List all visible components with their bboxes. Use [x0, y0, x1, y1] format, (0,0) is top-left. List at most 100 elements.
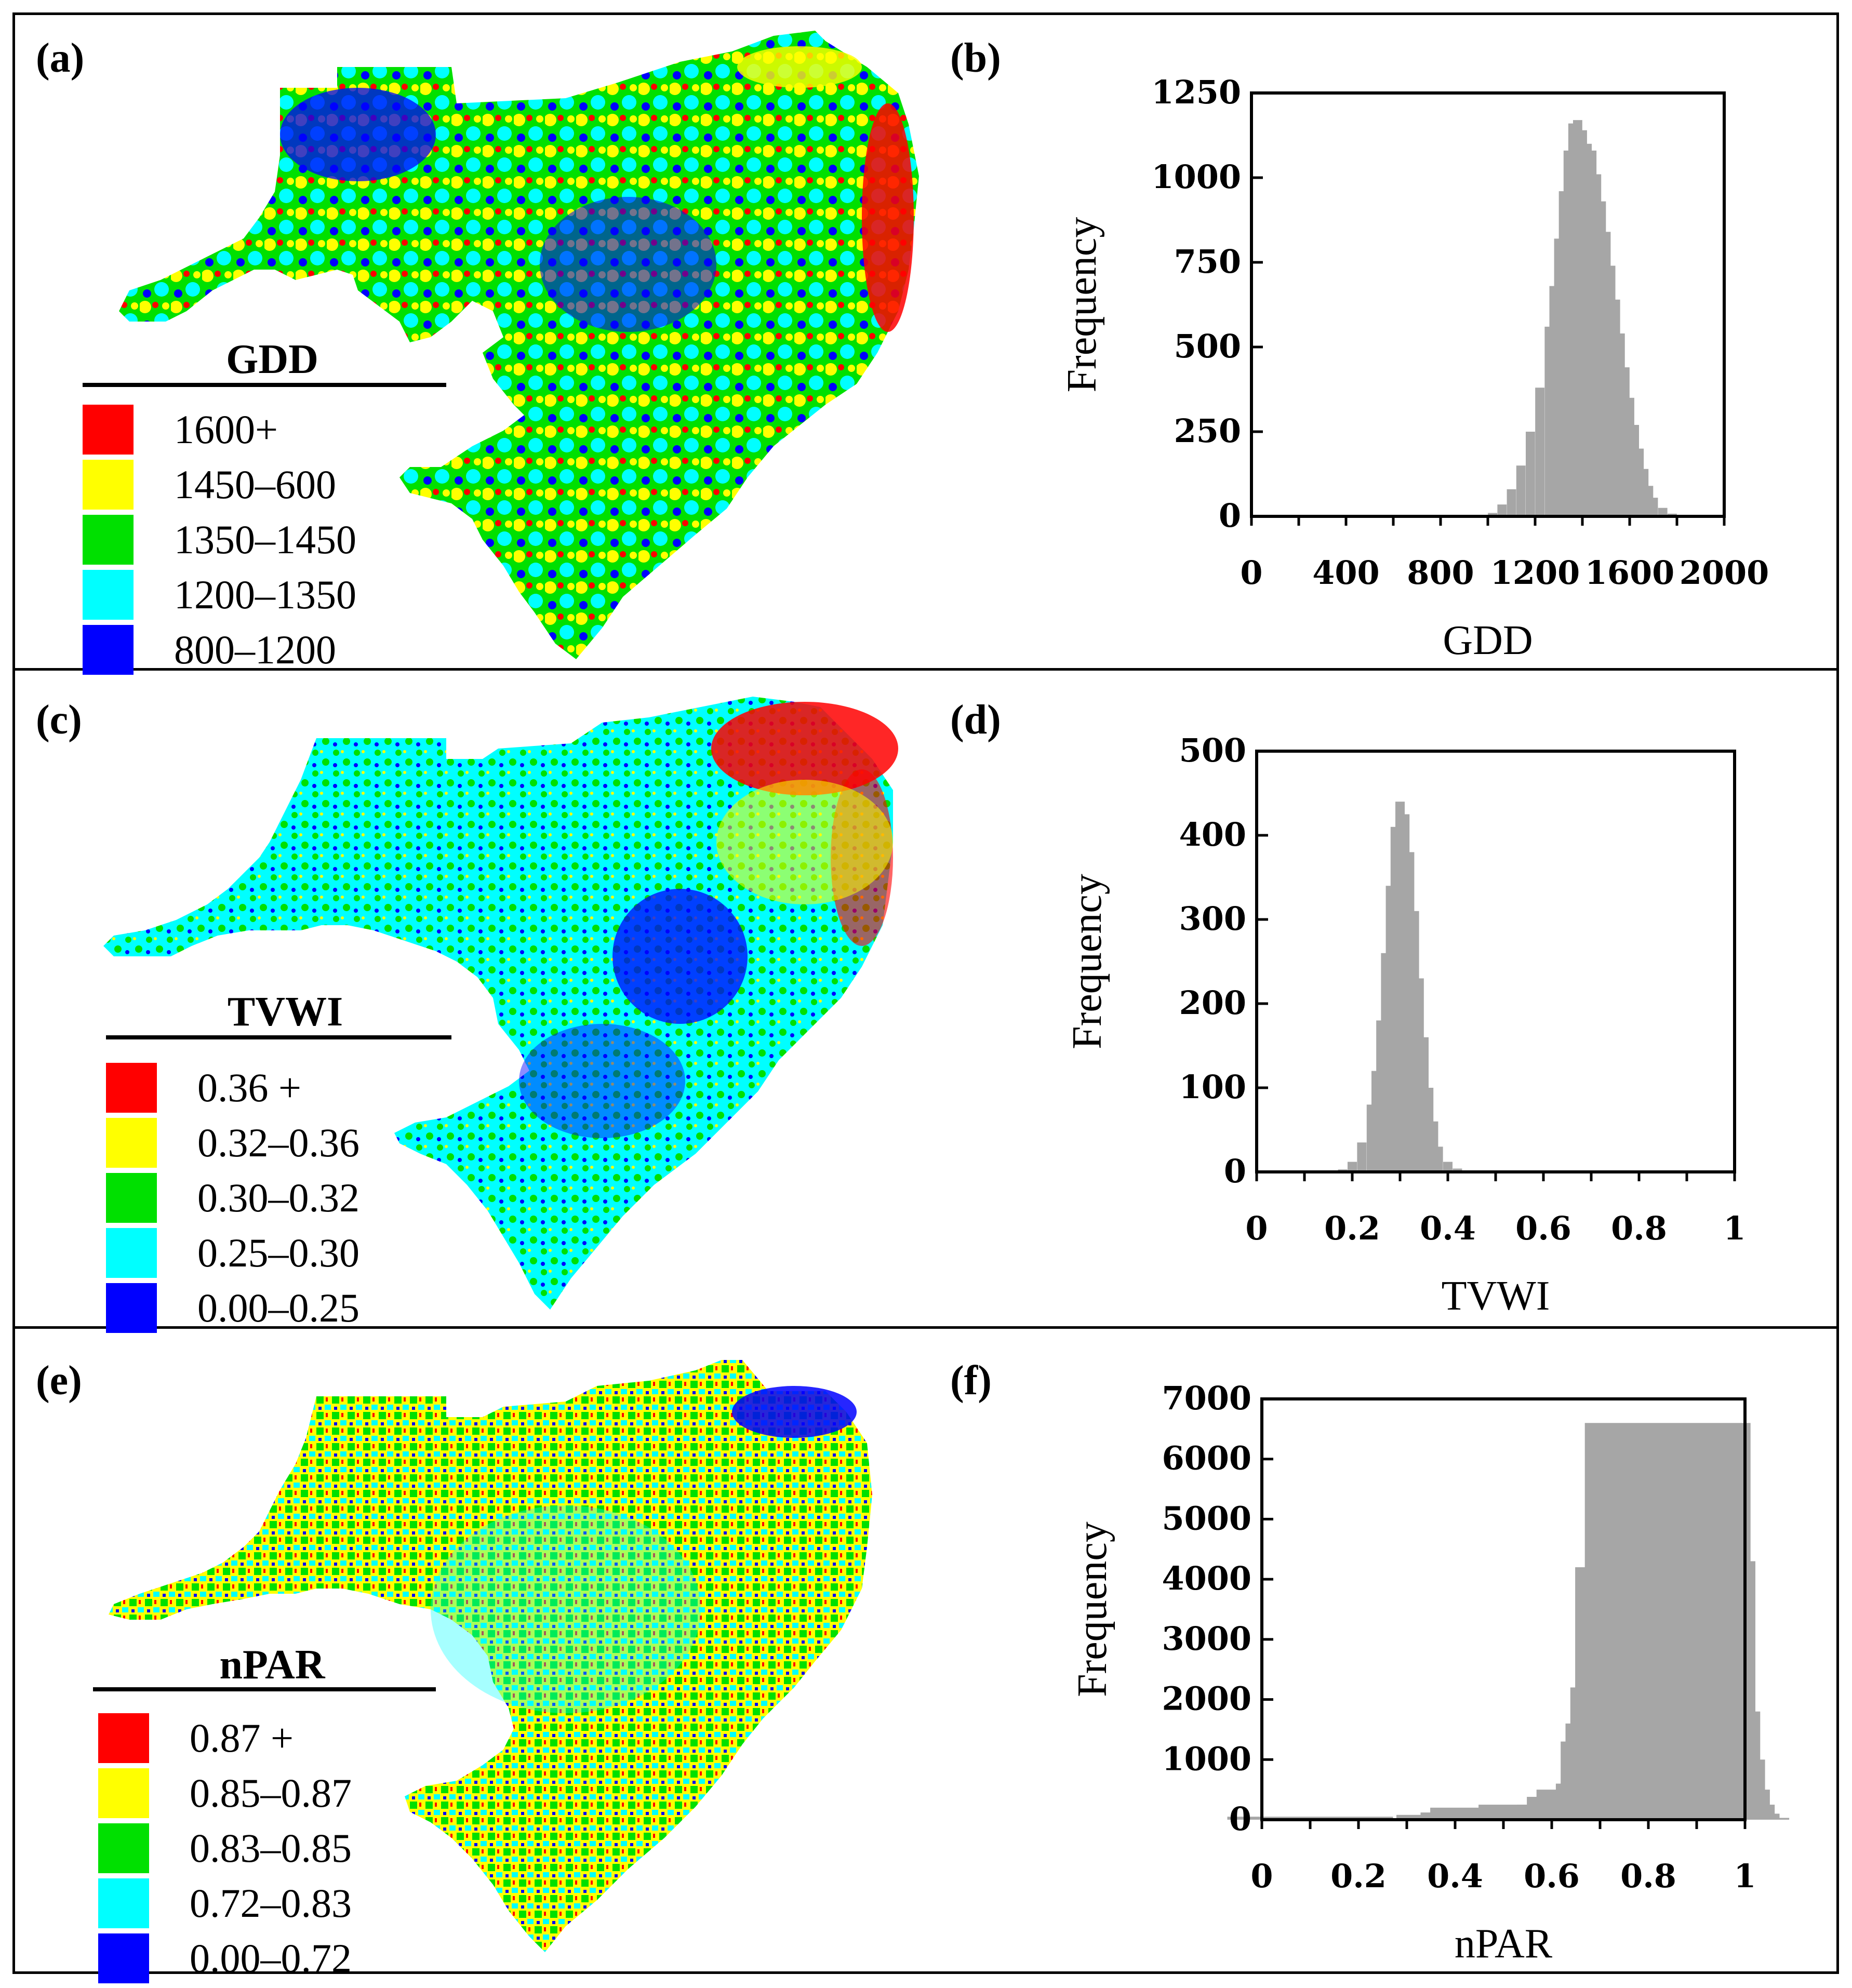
legend-item: 0.36 +	[106, 1063, 301, 1113]
legend-swatch	[83, 405, 134, 455]
panel-label-f: (f)	[950, 1358, 992, 1404]
legend-title-npar: nPAR	[219, 1642, 325, 1688]
histogram-bar	[1535, 388, 1545, 516]
y-tick-label: 3000	[1162, 1620, 1251, 1658]
gdd-blue-region	[280, 88, 436, 181]
tvwi-red-region	[711, 702, 898, 795]
legend-label: 0.00‒0.72	[190, 1936, 352, 1981]
plot-frame	[1255, 750, 1736, 1173]
legend-item: 0.00‒0.72	[98, 1933, 352, 1983]
legend-swatch	[98, 1713, 149, 1763]
gdd-map-shape	[119, 31, 919, 659]
y-tick-label: 6000	[1162, 1439, 1251, 1477]
legend-swatch	[106, 1228, 157, 1278]
legend-label: 1450‒600	[174, 462, 336, 507]
legend-swatch	[98, 1768, 149, 1818]
histogram-bar	[1507, 489, 1516, 516]
legend-swatch	[98, 1823, 149, 1873]
legend-label: 1350‒1450	[174, 517, 356, 562]
legend-label: 0.25‒0.30	[197, 1230, 359, 1275]
npar-map-shape	[109, 1360, 872, 1952]
y-tick-label: 100	[1179, 1068, 1246, 1106]
gdd-blue-region-2	[540, 197, 716, 332]
legend-rule-npar	[93, 1687, 436, 1691]
legend-swatch	[83, 515, 134, 565]
legend-item: 0.87 +	[98, 1713, 294, 1763]
y-tick-label: 500	[1174, 327, 1241, 365]
x-tick-label: 0.6	[1515, 1209, 1571, 1247]
y-tick-label: 0	[1219, 497, 1241, 535]
panel-label-b: (b)	[950, 35, 1001, 81]
legend-item: 0.00‒0.25	[106, 1283, 359, 1333]
legend-item: 0.72‒0.83	[98, 1878, 352, 1928]
gdd-red-region	[862, 103, 914, 332]
legend-swatch	[98, 1878, 149, 1928]
npar-blue-region	[732, 1386, 857, 1438]
legend-label: 0.32‒0.36	[197, 1120, 359, 1165]
y-tick-label: 400	[1179, 816, 1246, 853]
row-npar: (e) nPAR 0.87 + 0.85‒0.87 0.83‒0.85 0.72‒0.…	[15, 1329, 1836, 1983]
legend-label: 800‒1200	[174, 627, 336, 672]
panel-label-a: (a)	[36, 35, 85, 81]
row-tvwi: (c) TVWI 0.36 + 0.32‒0.36 0.30‒0.32 0.25‒0.…	[15, 671, 1836, 1333]
histogram-bar	[1658, 508, 1668, 516]
legend-label: 1200‒1350	[174, 572, 356, 617]
histogram-bar	[1357, 1142, 1367, 1172]
legend-label: 0.83‒0.85	[190, 1825, 352, 1871]
legend-rule-tvwi	[106, 1035, 451, 1039]
histogram-bar	[1648, 498, 1658, 516]
y-tick-label: 1000	[1162, 1740, 1251, 1778]
npar-histogram: 0 1000 2000 3000 4000 5000 6000 7000 0 0.2 0.4 0.6 0…	[1070, 1379, 1790, 1967]
y-axis-title: Frequency	[1059, 217, 1105, 393]
x-tick-label: 0	[1240, 554, 1262, 592]
histogram-bar	[1443, 1162, 1453, 1172]
row-gdd: (a) GDD 1600+ 1450‒600 1350‒1450 1200‒1350 8…	[15, 15, 1836, 675]
legend-swatch	[98, 1933, 149, 1983]
histogram-bar	[1516, 465, 1526, 516]
tvwi-blue-region	[612, 889, 748, 1024]
histogram-bar	[1488, 513, 1498, 516]
legend-swatch	[106, 1063, 157, 1113]
x-axis-title: GDD	[1443, 618, 1533, 663]
x-tick-label: 1200	[1490, 554, 1580, 592]
histogram-bar	[1525, 432, 1535, 516]
y-axis-title: Frequency	[1070, 1522, 1115, 1697]
gdd-red-region-2	[737, 46, 862, 88]
tvwi-yellow-region	[716, 780, 893, 904]
legend-item: 0.32‒0.36	[106, 1118, 359, 1168]
panel-label-e: (e)	[36, 1358, 82, 1404]
legend-item: 1200‒1350	[83, 570, 356, 620]
panel-label-c: (c)	[36, 697, 82, 743]
legend-item: 1450‒600	[83, 460, 336, 510]
legend-item: 0.85‒0.87	[98, 1768, 352, 1818]
legend-label: 0.85‒0.87	[190, 1770, 352, 1816]
y-tick-label: 500	[1179, 731, 1246, 769]
x-tick-label: 0	[1245, 1209, 1268, 1247]
panel-label-d: (d)	[950, 697, 1001, 743]
x-tick-label: 1	[1734, 1857, 1756, 1895]
tvwi-map	[103, 697, 898, 1310]
legend-swatch	[83, 625, 134, 675]
legend-swatch	[106, 1283, 157, 1333]
y-axis-title: Frequency	[1064, 874, 1110, 1049]
x-tick-label: 800	[1407, 554, 1474, 592]
gdd-histogram: 0 250 500 750 1000 1250 0 400 800 1200 1600 2000 GDD…	[1059, 73, 1769, 663]
legend-label: 0.36 +	[197, 1065, 301, 1110]
legend-item: 800‒1200	[83, 625, 336, 675]
legend-label: 1600+	[174, 407, 278, 452]
y-tick-label: 0	[1224, 1152, 1246, 1190]
y-tick-label: 250	[1174, 412, 1241, 450]
histogram-bar	[1497, 504, 1507, 516]
x-tick-label: 0.6	[1524, 1857, 1580, 1895]
x-tick-label: 400	[1312, 554, 1379, 592]
y-tick-label: 1250	[1151, 73, 1241, 111]
legend-title-tvwi: TVWI	[227, 989, 343, 1035]
y-tick-label: 1000	[1151, 158, 1241, 196]
legend-item: 0.25‒0.30	[106, 1228, 359, 1278]
tvwi-histogram: 0 100 200 300 400 500 0 0.2 0.4 0.6 0.8 1 TVWI Freque…	[1064, 731, 1746, 1319]
gdd-map	[119, 31, 919, 659]
x-tick-label: 0.8	[1611, 1209, 1667, 1247]
legend-item: 0.83‒0.85	[98, 1823, 352, 1873]
y-tick-label: 200	[1179, 984, 1246, 1022]
legend-item: 0.30‒0.32	[106, 1173, 359, 1223]
